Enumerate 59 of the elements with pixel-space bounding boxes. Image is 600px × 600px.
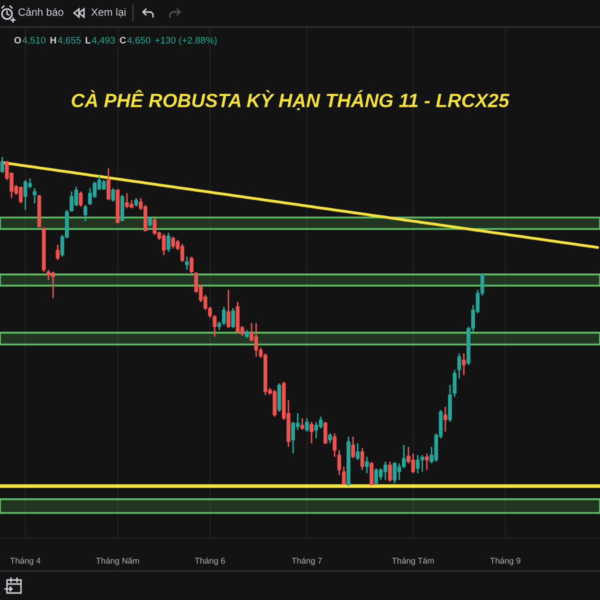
candlestick (148, 216, 152, 228)
candlestick (56, 244, 60, 261)
chart-title: CÀ PHÊ ROBUSTA KỲ HẠN THÁNG 11 - LRCX25 (72, 90, 510, 110)
candlestick (416, 454, 420, 474)
candlestick (166, 232, 170, 252)
candlestick (185, 256, 189, 271)
candlestick (0, 156, 4, 174)
candlestick (83, 204, 88, 222)
candlestick (388, 460, 392, 482)
text: +130 (+2.88%) (155, 36, 217, 46)
candlestick (328, 432, 332, 444)
candlestick (300, 418, 304, 431)
candlestick (402, 444, 406, 469)
x-tick-label: Tháng Năm (96, 557, 139, 566)
text: O4,510 (14, 36, 46, 45)
candlestick (231, 307, 235, 329)
text: H4,655 (50, 36, 81, 45)
candlestick (190, 256, 194, 274)
candlestick (226, 289, 230, 329)
candlestick (314, 421, 318, 439)
candlestick (180, 243, 184, 263)
candlestick (323, 421, 328, 445)
candlestick (212, 314, 217, 338)
candlestick (462, 352, 466, 376)
candlestick (374, 468, 378, 486)
candlestick (383, 460, 388, 481)
text: L4,493 (86, 36, 115, 45)
candlestick (332, 432, 337, 458)
candlestick (106, 167, 110, 201)
candlestick (310, 421, 314, 444)
candlestick (111, 188, 115, 202)
text: Cảnh báo (18, 8, 64, 16)
x-tick-label: Tháng 9 (490, 557, 520, 566)
candlestick (443, 406, 448, 432)
candlestick (370, 461, 374, 486)
x-tick-label: Tháng 7 (292, 557, 322, 566)
candlestick (152, 217, 157, 236)
x-tick-label: Tháng 6 (194, 557, 225, 566)
candlestick (425, 452, 429, 471)
candlestick (457, 352, 462, 380)
candlestick (222, 306, 226, 326)
candlestick (32, 188, 37, 204)
candlestick (305, 418, 309, 432)
text: Xem lại (91, 8, 126, 18)
candlestick (102, 179, 106, 191)
candlestick (78, 190, 83, 208)
candlestick (392, 461, 397, 484)
candlestick (452, 369, 457, 398)
candlestick (365, 456, 369, 474)
candlestick (351, 436, 355, 460)
candlestick (162, 233, 166, 256)
x-tick-label: Tháng 4 (10, 557, 40, 566)
x-tick-label: Tháng Tám (392, 557, 434, 566)
candlestick (337, 449, 342, 476)
candlestick (420, 454, 424, 473)
candlestick (356, 442, 360, 461)
text: C4,650 (120, 36, 150, 45)
candlestick (342, 466, 346, 486)
candlestick (360, 447, 364, 471)
